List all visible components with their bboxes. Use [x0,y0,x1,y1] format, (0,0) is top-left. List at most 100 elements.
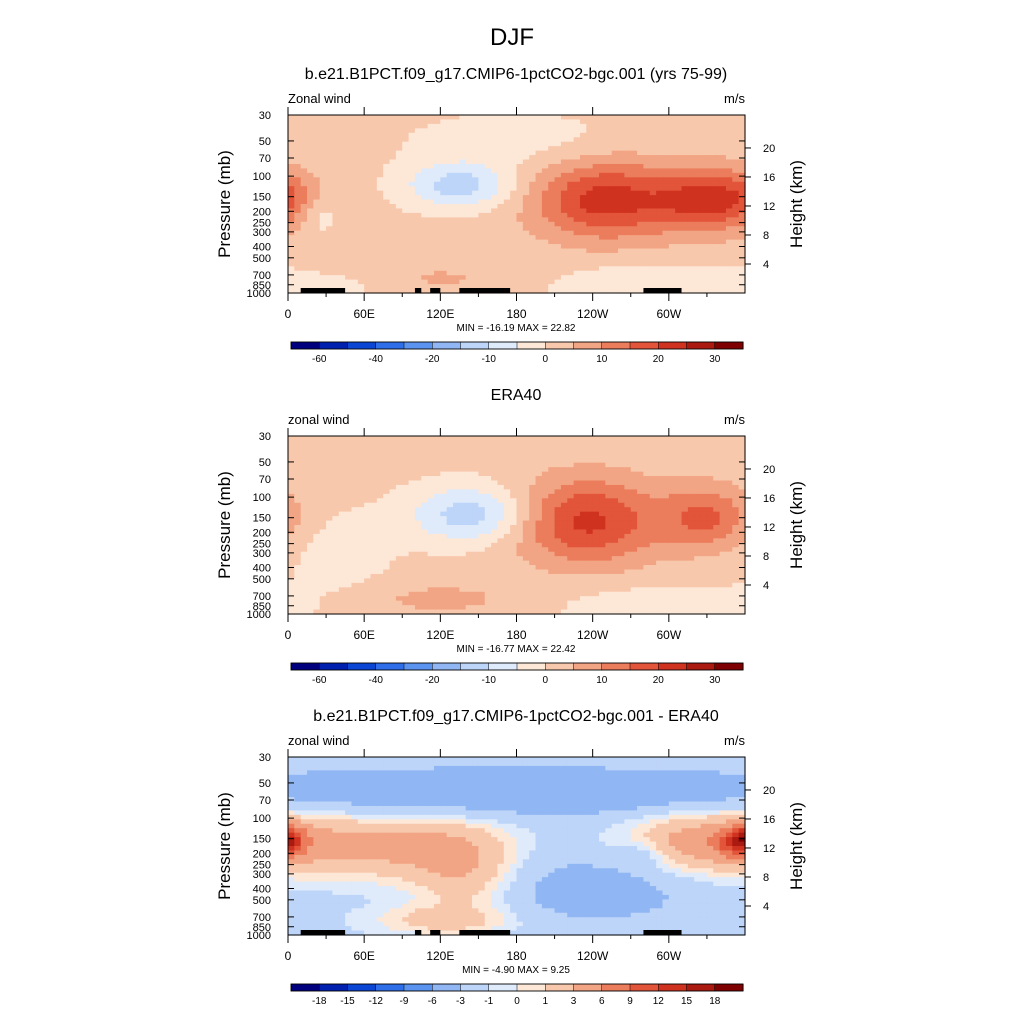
contour-cell [522,596,530,602]
contour-cell [389,520,397,526]
contour-cell [738,270,746,276]
contour-cell [548,516,556,522]
contour-cell [522,275,530,281]
contour-cell [376,489,384,495]
contour-cell [700,275,708,281]
contour-cell [592,565,600,571]
contour-cell [535,248,543,254]
contour-cell [586,177,594,183]
contour-cell [453,516,460,522]
contour-cell [535,159,543,165]
contour-cell [357,270,365,276]
contour-cell [579,533,587,539]
contour-cell [465,275,473,281]
contour-cell [351,578,359,584]
contour-cell [421,591,429,597]
contour-cell [586,244,594,250]
contour-cell [459,538,467,544]
contour-cell [395,533,403,539]
contour-cell [630,239,638,245]
contour-cell [465,248,473,254]
contour-cell [630,226,638,232]
contour-cell [319,569,327,575]
contour-cell [364,529,372,535]
contour-cell [560,489,568,495]
contour-cell [586,476,594,482]
contour-cell [472,565,480,571]
contour-cell [376,511,384,517]
contour-cell [408,591,416,597]
topography-mask [300,288,346,293]
contour-cell [326,462,334,468]
contour-cell [713,217,721,223]
contour-cell [357,480,365,486]
contour-cell [649,181,657,187]
contour-cell [389,137,397,143]
contour-cell [433,440,441,446]
contour-cell [725,141,733,147]
contour-cell [351,551,359,557]
contour-cell [567,560,575,566]
contour-cell [510,547,518,553]
contour-cell [288,252,295,258]
contour-cell [414,137,422,143]
contour-cell [687,288,695,294]
contour-cell [706,230,714,236]
contour-cell [313,498,321,504]
contour-cell [446,547,454,553]
contour-cell [338,199,346,205]
contour-cell [497,573,505,579]
contour-cell [389,609,397,615]
contour-cell [529,159,537,165]
contour-cell [643,137,651,143]
contour-cell [560,177,568,183]
contour-cell [351,516,359,522]
contour-cell [472,533,480,539]
contour-cell [427,141,435,147]
contour-cell [548,520,556,526]
contour-cell [427,529,435,535]
contour-cell [370,489,378,495]
contour-cell [427,560,435,566]
contour-cell [376,226,384,232]
contour-cell [529,150,537,156]
contour-cell [662,177,670,183]
contour-cell [535,239,543,245]
contour-cell [491,146,499,152]
contour-cell [395,560,403,566]
contour-cell [738,235,746,241]
contour-cell [491,587,499,593]
contour-cell [732,123,740,129]
contour-cell [579,480,587,486]
contour-cell [427,609,435,615]
contour-cell [522,502,530,508]
contour-cell [472,556,480,562]
contour-cell [503,453,511,459]
contour-cell [599,204,606,210]
contour-cell [446,538,454,544]
contour-cell [503,146,511,152]
contour-cell [332,159,340,165]
contour-cell [668,177,676,183]
contour-cell [421,221,429,227]
contour-cell [383,480,391,486]
contour-cell [414,440,422,446]
contour-cell [326,538,334,544]
contour-cell [414,480,422,486]
contour-cell [516,137,524,143]
contour-cell [624,115,632,121]
contour-cell [592,239,600,245]
contour-cell [732,115,740,121]
contour-cell [357,596,365,602]
contour-cell [294,458,302,464]
contour-cell [719,261,727,267]
contour-cell [618,270,626,276]
contour-cell [376,221,384,227]
contour-cell [643,221,651,227]
contour-cell [529,128,537,134]
contour-cell [681,172,689,178]
contour-cell [440,204,448,210]
contour-cell [307,573,314,579]
contour-cell [370,471,378,477]
contour-cell [478,507,486,513]
